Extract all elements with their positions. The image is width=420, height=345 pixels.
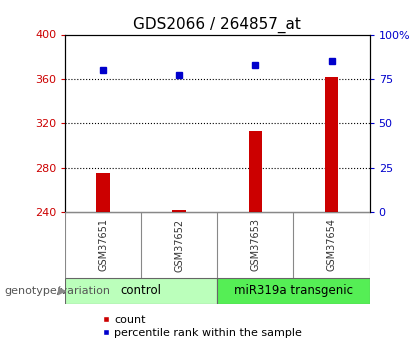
Text: genotype/variation: genotype/variation: [4, 286, 110, 296]
Bar: [249, 131, 262, 212]
Text: ▶: ▶: [58, 286, 66, 296]
Legend: count, percentile rank within the sample: count, percentile rank within the sample: [102, 315, 302, 338]
Text: control: control: [121, 284, 162, 297]
Bar: [173, 210, 186, 212]
Text: GSM37653: GSM37653: [250, 218, 260, 272]
Bar: [65, 278, 218, 304]
Text: miR319a transgenic: miR319a transgenic: [234, 284, 353, 297]
Bar: [325, 77, 339, 212]
Title: GDS2066 / 264857_at: GDS2066 / 264857_at: [134, 17, 301, 33]
Text: GSM37654: GSM37654: [326, 218, 336, 272]
Bar: [96, 173, 110, 212]
Text: GSM37651: GSM37651: [98, 218, 108, 272]
Bar: [218, 278, 370, 304]
Text: GSM37652: GSM37652: [174, 218, 184, 272]
